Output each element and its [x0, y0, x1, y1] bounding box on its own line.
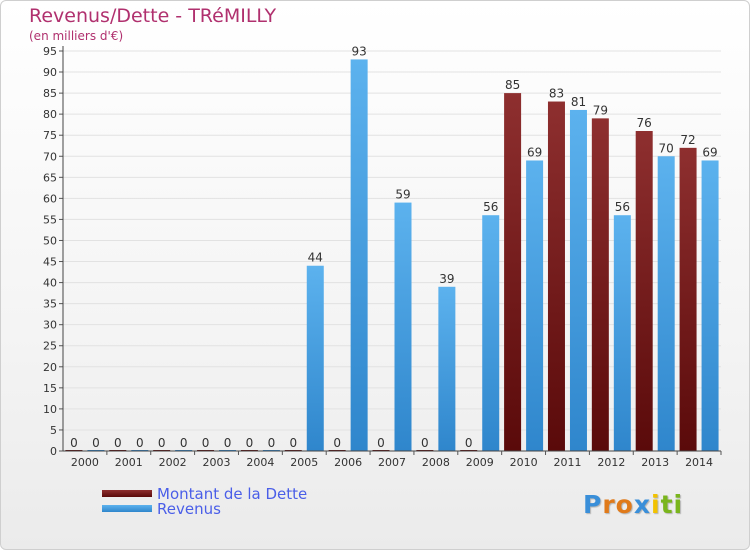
data-label-debt: 0 — [465, 436, 473, 450]
data-label-revenue: 93 — [351, 44, 366, 58]
legend-label-debt: Montant de la Dette — [157, 485, 308, 503]
bar-debt — [679, 147, 697, 451]
x-tick-label: 2009 — [466, 456, 494, 469]
y-tick-label: 50 — [43, 234, 57, 247]
y-tick-label: 95 — [43, 45, 57, 58]
data-label-debt: 0 — [246, 436, 254, 450]
x-tick-label: 2005 — [290, 456, 318, 469]
x-tick-label: 2007 — [378, 456, 406, 469]
logo-letter: r — [602, 490, 616, 519]
data-label-revenue: 56 — [483, 200, 498, 214]
legend-swatch-debt — [102, 490, 152, 497]
data-label-revenue: 59 — [395, 188, 410, 202]
x-tick-label: 2002 — [159, 456, 187, 469]
bar-revenue — [438, 286, 456, 451]
data-label-debt: 0 — [421, 436, 429, 450]
y-tick-label: 40 — [43, 277, 57, 290]
y-tick-label: 5 — [50, 424, 57, 437]
y-tick-label: 60 — [43, 192, 57, 205]
x-tick-label: 2008 — [422, 456, 450, 469]
y-tick-label: 15 — [43, 382, 57, 395]
data-label-revenue: 44 — [308, 251, 323, 265]
data-label-debt: 0 — [289, 436, 297, 450]
bar-revenue — [613, 215, 631, 451]
bar-revenue — [350, 59, 368, 451]
bar-revenue — [526, 160, 544, 451]
y-tick-label: 20 — [43, 361, 57, 374]
logo-letter: P — [583, 490, 603, 519]
bar-revenue — [482, 215, 500, 451]
legend-swatch-revenue — [102, 505, 152, 512]
bar-debt — [504, 93, 522, 452]
data-label-revenue: 0 — [136, 436, 144, 450]
chart-title: Revenus/Dette - TRéMILLY — [29, 5, 277, 27]
y-tick-label: 0 — [50, 445, 57, 458]
data-label-debt: 85 — [505, 78, 520, 92]
data-label-debt: 83 — [549, 87, 564, 101]
y-tick-label: 25 — [43, 340, 57, 353]
logo-letter: t — [660, 490, 674, 519]
x-tick-label: 2012 — [597, 456, 625, 469]
x-tick-label: 2000 — [71, 456, 99, 469]
x-tick-label: 2011 — [553, 456, 581, 469]
y-tick-label: 10 — [43, 403, 57, 416]
x-tick-label: 2003 — [203, 456, 231, 469]
data-label-debt: 0 — [202, 436, 210, 450]
y-tick-label: 30 — [43, 319, 57, 332]
data-label-revenue: 69 — [702, 145, 717, 159]
data-label-revenue: 39 — [439, 272, 454, 286]
logo-letter: i — [673, 490, 684, 519]
x-tick-label: 2004 — [246, 456, 274, 469]
data-label-debt: 76 — [637, 116, 652, 130]
bar-revenue — [701, 160, 719, 451]
x-tick-label: 2006 — [334, 456, 362, 469]
x-tick-label: 2014 — [685, 456, 713, 469]
data-label-revenue: 0 — [224, 436, 232, 450]
bar-revenue — [657, 156, 675, 451]
data-label-revenue: 0 — [268, 436, 276, 450]
y-tick-label: 80 — [43, 108, 57, 121]
data-label-revenue: 81 — [571, 95, 586, 109]
data-label-debt: 72 — [680, 133, 695, 147]
x-tick-label: 2001 — [115, 456, 143, 469]
y-tick-label: 55 — [43, 213, 57, 226]
x-tick-label: 2010 — [510, 456, 538, 469]
data-label-debt: 79 — [593, 103, 608, 117]
data-label-revenue: 0 — [180, 436, 188, 450]
data-label-revenue: 70 — [659, 141, 674, 155]
bar-debt — [547, 101, 565, 452]
bar-debt — [591, 118, 609, 452]
data-label-debt: 0 — [114, 436, 122, 450]
logo-letter: o — [615, 490, 634, 519]
bar-debt — [635, 131, 653, 451]
x-tick-label: 2013 — [641, 456, 669, 469]
y-tick-label: 65 — [43, 171, 57, 184]
y-tick-label: 45 — [43, 256, 57, 269]
y-tick-label: 75 — [43, 129, 57, 142]
data-label-debt: 0 — [377, 436, 385, 450]
y-tick-label: 35 — [43, 298, 57, 311]
bar-revenue — [569, 109, 587, 452]
data-label-revenue: 0 — [92, 436, 100, 450]
logo-letter: x — [633, 490, 651, 519]
bar-revenue — [306, 265, 324, 451]
data-label-revenue: 56 — [615, 200, 630, 214]
y-tick-label: 90 — [43, 66, 57, 79]
y-tick-label: 70 — [43, 150, 57, 163]
data-label-debt: 0 — [333, 436, 341, 450]
logo-letter: i — [651, 490, 661, 519]
bar-revenue — [394, 202, 412, 451]
legend-label-revenue: Revenus — [157, 500, 221, 518]
data-label-debt: 0 — [158, 436, 166, 450]
y-tick-label: 85 — [43, 87, 57, 100]
data-label-revenue: 69 — [527, 145, 542, 159]
chart-subtitle: (en milliers d'€) — [29, 29, 124, 43]
data-label-debt: 0 — [70, 436, 78, 450]
proxiti-logo: Proxiti — [583, 490, 683, 519]
